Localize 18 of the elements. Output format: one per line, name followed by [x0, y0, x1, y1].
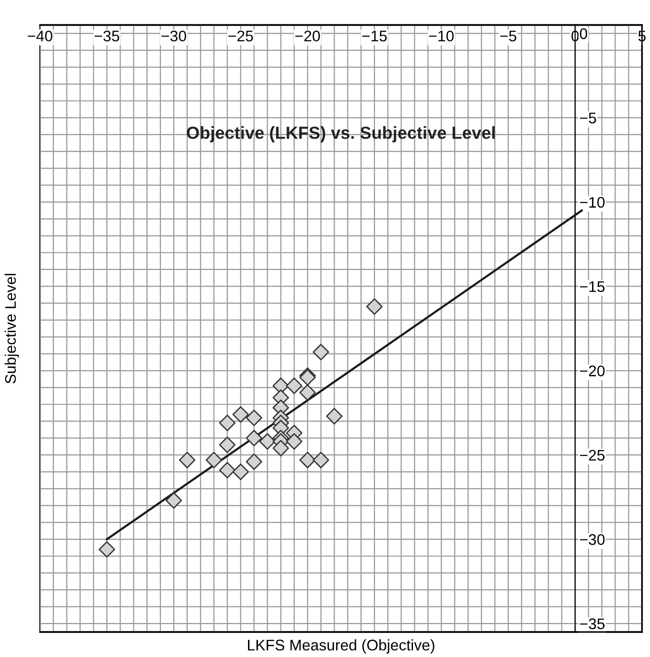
- y-axis-title: Subjective Level: [4, 274, 19, 384]
- y-tick-label: −10: [580, 196, 605, 208]
- y-tick-label: −25: [580, 450, 605, 461]
- x-tick-label: −40: [28, 30, 52, 42]
- y-tick-label: −15: [580, 281, 605, 292]
- x-axis-title: LKFS Measured (Objective): [248, 639, 434, 654]
- text: Objective (LKFS) vs. Subjective Level: [186, 126, 495, 142]
- y-tick-label: −5: [580, 112, 596, 124]
- x-tick-label: −35: [94, 30, 120, 42]
- x-tick-label: −5: [500, 30, 516, 42]
- x-tick-label: −10: [429, 30, 454, 42]
- x-tick-label: −30: [162, 30, 186, 42]
- y-tick-label: −20: [580, 366, 605, 376]
- x-tick-label: −25: [228, 30, 253, 42]
- y-tick-label: −30: [580, 534, 605, 545]
- x-tick-label: −15: [362, 30, 387, 42]
- y-tick-label: −35: [580, 618, 605, 630]
- x-tick-label: −20: [295, 30, 320, 42]
